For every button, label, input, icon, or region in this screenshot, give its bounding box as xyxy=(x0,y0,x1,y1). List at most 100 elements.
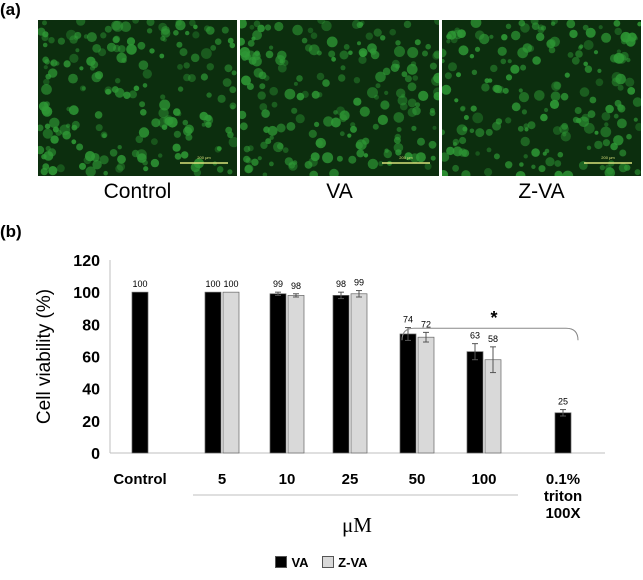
micrograph-background xyxy=(38,20,237,176)
cell-blob xyxy=(83,34,89,39)
cell-blob xyxy=(625,77,635,87)
cell-blob xyxy=(383,149,392,159)
cell-blob xyxy=(183,73,191,82)
data-label: 25 xyxy=(558,397,568,407)
cell-blob xyxy=(489,34,494,39)
cell-blob xyxy=(382,67,391,76)
bar-va xyxy=(554,412,572,454)
cell-blob xyxy=(359,50,367,58)
cell-blob xyxy=(253,20,261,28)
legend-label-va: VA xyxy=(291,555,309,570)
cell-blob xyxy=(490,64,498,73)
cell-blob xyxy=(481,83,490,92)
y-tick-label: 40 xyxy=(82,382,100,399)
cell-blob xyxy=(43,151,54,161)
cell-blob xyxy=(264,24,272,31)
cell-blob xyxy=(42,42,48,48)
cell-blob xyxy=(442,129,445,136)
cell-blob xyxy=(544,107,549,113)
micrograph-va-image: 200 μm xyxy=(240,20,439,176)
cell-blob xyxy=(123,91,131,100)
x-tick-label: Control xyxy=(113,471,166,488)
cell-blob xyxy=(59,124,71,136)
cell-blob xyxy=(561,122,568,130)
cell-blob xyxy=(257,156,262,161)
cell-blob xyxy=(333,110,338,115)
cell-blob xyxy=(367,87,378,99)
cell-blob xyxy=(206,92,212,98)
cell-blob xyxy=(429,108,435,113)
cell-blob xyxy=(71,139,77,145)
cell-blob xyxy=(149,48,155,54)
cell-blob xyxy=(545,157,555,167)
cell-blob xyxy=(363,153,369,158)
cell-blob xyxy=(365,32,373,40)
cell-blob xyxy=(540,113,548,122)
cell-blob xyxy=(158,153,163,158)
data-label: 100 xyxy=(205,279,220,289)
data-label: 58 xyxy=(488,334,498,344)
cell-blob xyxy=(428,140,437,149)
cell-blob xyxy=(217,94,226,103)
cell-blob xyxy=(132,20,139,24)
cell-blob xyxy=(358,22,364,27)
cell-blob xyxy=(546,38,556,48)
cell-blob xyxy=(57,37,65,45)
cell-blob xyxy=(74,31,82,39)
cell-blob xyxy=(432,125,437,130)
cell-blob xyxy=(414,39,421,46)
cell-blob xyxy=(497,46,507,56)
bar-zva xyxy=(287,295,305,454)
cell-blob xyxy=(442,58,445,64)
cell-blob xyxy=(343,44,350,50)
cell-blob xyxy=(301,37,308,44)
cell-blob xyxy=(616,49,621,54)
cell-blob xyxy=(99,155,109,165)
legend-item-va: VA xyxy=(275,555,309,570)
cell-blob xyxy=(162,37,167,42)
cell-blob xyxy=(448,62,457,72)
cell-blob xyxy=(433,92,439,101)
cell-blob xyxy=(424,162,432,170)
cell-blob xyxy=(201,48,212,59)
cell-blob xyxy=(589,96,597,104)
cell-blob xyxy=(76,143,84,151)
cell-blob xyxy=(557,151,564,158)
cell-blob xyxy=(44,59,50,65)
data-label: 74 xyxy=(403,315,413,325)
cell-blob xyxy=(181,151,189,159)
cell-blob xyxy=(216,166,224,173)
x-tick-label: 0.1% xyxy=(546,471,580,488)
legend: VA Z-VA xyxy=(0,555,643,570)
cell-blob xyxy=(597,68,602,73)
cell-blob xyxy=(84,151,96,162)
cell-blob xyxy=(131,149,140,158)
cell-blob xyxy=(323,116,334,127)
cell-blob xyxy=(50,135,59,144)
cell-blob xyxy=(407,47,419,58)
cell-blob xyxy=(532,56,541,65)
cell-blob xyxy=(174,153,182,160)
cell-blob xyxy=(523,154,528,159)
cell-blob xyxy=(495,118,503,125)
cell-blob xyxy=(601,112,611,121)
cell-blob xyxy=(574,107,582,114)
cell-blob xyxy=(505,117,512,124)
cell-blob xyxy=(92,160,102,170)
cell-blob xyxy=(617,84,624,91)
cell-blob xyxy=(406,63,418,75)
cell-blob xyxy=(461,170,471,176)
cell-blob xyxy=(442,152,450,162)
data-label: 99 xyxy=(354,278,364,288)
cell-blob xyxy=(347,133,352,138)
cell-blob xyxy=(76,20,86,26)
cell-blob xyxy=(350,125,357,133)
cell-blob xyxy=(500,58,507,65)
cell-blob xyxy=(243,145,251,153)
cell-blob xyxy=(474,46,481,52)
y-tick-label: 60 xyxy=(82,350,100,367)
cell-blob xyxy=(459,136,467,145)
cell-blob xyxy=(338,74,346,82)
cell-blob xyxy=(293,81,298,86)
cell-blob xyxy=(116,52,127,63)
